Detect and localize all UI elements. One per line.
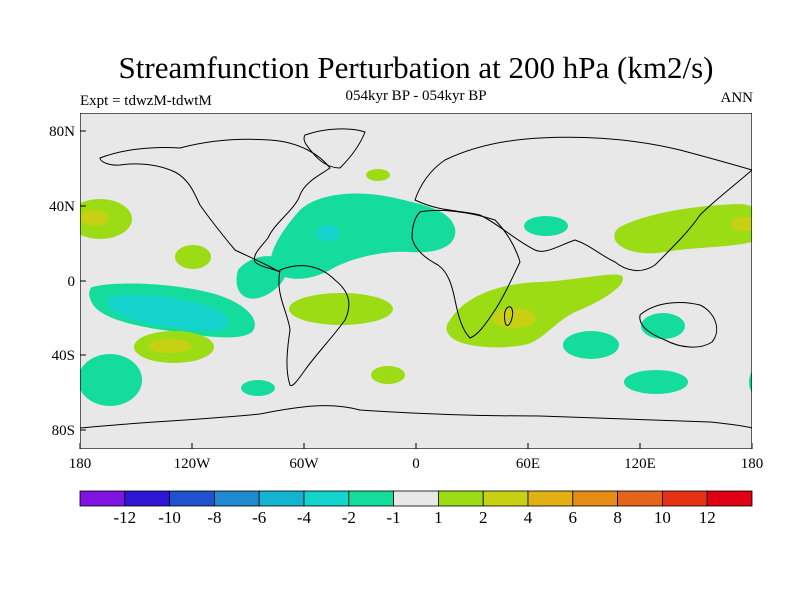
north-america-outline	[99, 138, 331, 273]
lon-label: 120W	[174, 456, 212, 472]
colorbar-box	[706, 490, 753, 507]
lon-label: 60W	[289, 456, 319, 472]
map-axes	[79, 130, 753, 449]
map-background	[80, 113, 752, 449]
colorbar-box	[124, 490, 171, 507]
season-label: ANN	[720, 90, 754, 106]
colorbar-box	[482, 490, 529, 507]
colorbar-label: -2	[342, 508, 356, 527]
southern-ocean-negative-region	[624, 370, 688, 394]
atlantic-negative-core	[316, 225, 340, 241]
southeast-pacific-positive-core	[148, 339, 192, 353]
north-atlantic-positive-region	[366, 169, 390, 181]
greenland-outline	[303, 128, 366, 169]
caribbean-negative-region	[236, 256, 288, 299]
lat-label: 40N	[49, 199, 75, 215]
africa-outline	[411, 209, 521, 339]
colorbar-label: 4	[524, 508, 533, 527]
hawaii-positive-region	[175, 245, 211, 269]
lon-label: 180	[741, 456, 764, 472]
colorbar-box	[437, 490, 484, 507]
south-atlantic-positive-region	[289, 293, 393, 325]
atlantic-negative-region	[270, 193, 456, 279]
colorbar-label: 8	[613, 508, 622, 527]
negative-anomaly-regions	[80, 193, 752, 406]
experiment-label: Expt = tdwzM-tdwtM	[80, 93, 212, 109]
lon-label: 0	[412, 456, 420, 472]
lon-label: 180	[69, 456, 92, 472]
north-pacific-positive-east	[614, 204, 752, 254]
north-africa-negative-region	[524, 216, 568, 236]
colorbar-label: 10	[654, 508, 671, 527]
continent-outlines	[80, 128, 752, 429]
colorbar-label: -6	[252, 508, 266, 527]
north-pacific-positive-west-core	[80, 210, 108, 226]
australia-negative-region	[641, 313, 685, 339]
colorbar-label: -1	[387, 508, 401, 527]
south-indian-positive-region	[446, 274, 623, 348]
plot-title: Streamfunction Perturbation at 200 hPa (…	[118, 50, 714, 85]
south-atlantic-small-positive	[371, 366, 405, 384]
colorbar-box	[393, 490, 439, 507]
colorbar-label: 2	[479, 508, 488, 527]
colorbar-label: 1	[434, 508, 443, 527]
colorbar-box	[662, 490, 708, 507]
east-pacific-negative-region	[80, 354, 142, 406]
longitude-labels: 180 120W 60W 0 60E 120E 180	[69, 456, 764, 472]
colorbar-label: 6	[569, 508, 578, 527]
positive-anomaly-regions	[80, 169, 752, 384]
south-indian-positive-core	[492, 308, 536, 328]
colorbar-box	[303, 490, 350, 507]
antarctica-outline	[80, 405, 752, 429]
colorbar-box	[258, 490, 305, 507]
west-pacific-negative-region	[749, 370, 752, 394]
colorbar-label: -10	[158, 508, 181, 527]
colorbar: -12 -10 -8 -6 -4 -2 -1 1 2 4 6 8 10 12	[79, 490, 753, 527]
lon-label: 60E	[516, 456, 540, 472]
north-pacific-positive-east-core	[731, 217, 752, 231]
lat-label: 80N	[49, 124, 75, 140]
colorbar-box	[79, 490, 126, 507]
madagascar-outline	[503, 306, 514, 326]
lat-label: 40S	[52, 348, 75, 364]
plot-subtitle: 054kyr BP - 054kyr BP	[345, 88, 487, 104]
australia-outline	[639, 301, 718, 348]
colorbar-box	[169, 490, 215, 507]
colorbar-box	[213, 490, 260, 507]
lat-label: 80S	[52, 423, 75, 439]
central-pacific-negative-core	[107, 295, 229, 331]
colorbar-box	[617, 490, 663, 507]
colorbar-box	[348, 490, 394, 507]
south-america-outline	[278, 265, 350, 387]
latitude-labels: 80N 40N 0 40S 80S	[49, 124, 75, 439]
contour-fill-layer	[80, 113, 752, 449]
colorbar-label: -12	[113, 508, 136, 527]
lon-label: 120E	[624, 456, 656, 472]
colorbar-label: 12	[699, 508, 716, 527]
colorbar-box	[527, 490, 574, 507]
lat-label: 0	[68, 274, 76, 290]
colorbar-label: -4	[297, 508, 312, 527]
colorbar-label: -8	[207, 508, 221, 527]
south-america-negative-region	[241, 380, 275, 396]
colorbar-box	[572, 490, 618, 507]
indian-ocean-negative-region	[563, 331, 619, 359]
eurasia-outline	[414, 136, 752, 272]
